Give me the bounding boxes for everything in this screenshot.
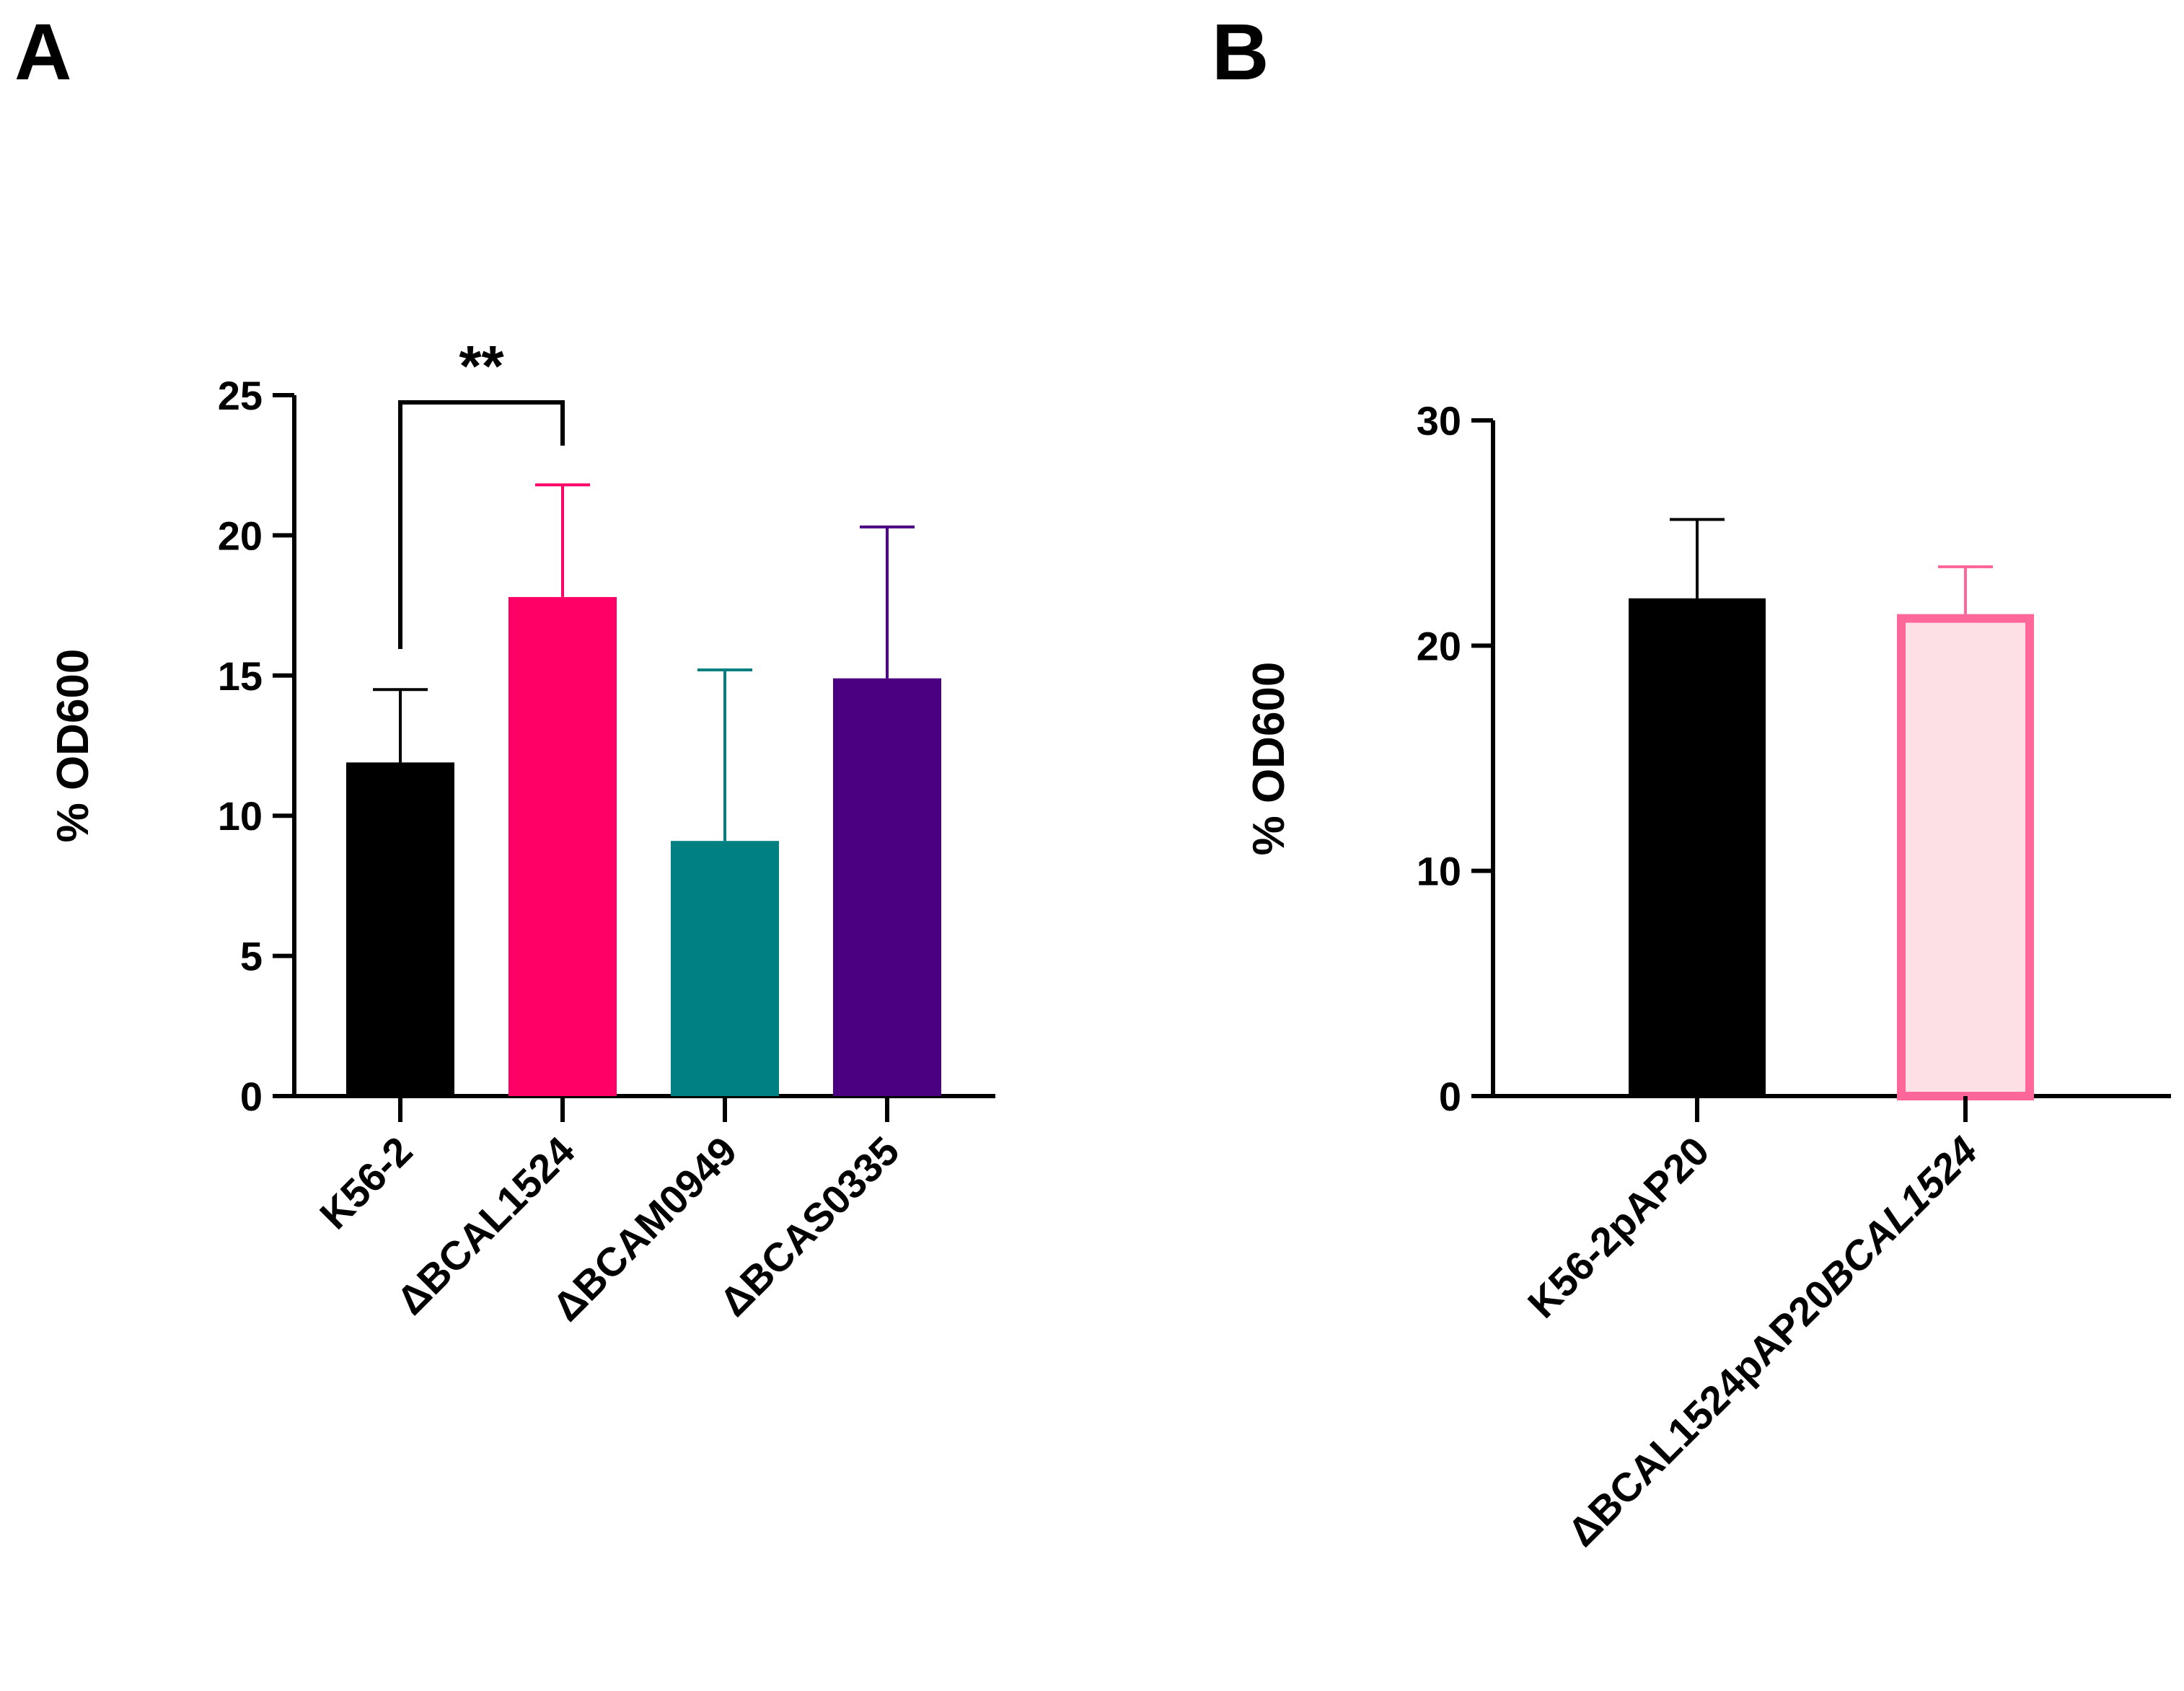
- panel-b-category-label: K56-2pAP20: [1519, 1128, 1718, 1327]
- panel-a-y-tick-label: 5: [240, 934, 263, 979]
- panel-b-y-tick-label: 20: [1417, 623, 1461, 668]
- panel-a-bar: [671, 841, 779, 1096]
- panel-b-y-tick-label: 0: [1439, 1074, 1461, 1119]
- panel-b-bar: [1629, 598, 1766, 1096]
- panel-b-y-tick-label: 10: [1417, 849, 1461, 894]
- panel-a-bar: [833, 678, 941, 1096]
- panel-b-bar: [1897, 614, 2034, 1100]
- panel-b-y-axis-label: % OD600: [1244, 662, 1294, 856]
- panel-a-y-tick-label: 25: [218, 373, 263, 418]
- panel-letter-b: B: [1212, 8, 1269, 97]
- panel-a-y-tick-label: 15: [218, 653, 263, 699]
- panel-a-y-tick-label: 10: [218, 793, 263, 839]
- panel-a-category-label: K56-2: [311, 1128, 420, 1237]
- panel-a-significance-label: **: [459, 334, 504, 398]
- panel-b-y-tick-label: 30: [1417, 398, 1461, 443]
- panel-a-bar: [508, 596, 617, 1096]
- panel-a-significance-bracket: [398, 400, 565, 649]
- panel-letter-a: A: [14, 8, 71, 97]
- panel-a-bar: [346, 762, 454, 1096]
- panel-a-y-axis-label: % OD600: [48, 649, 98, 843]
- panel-a-y-tick-label: 0: [240, 1074, 263, 1119]
- panel-a-y-tick-label: 20: [218, 513, 263, 558]
